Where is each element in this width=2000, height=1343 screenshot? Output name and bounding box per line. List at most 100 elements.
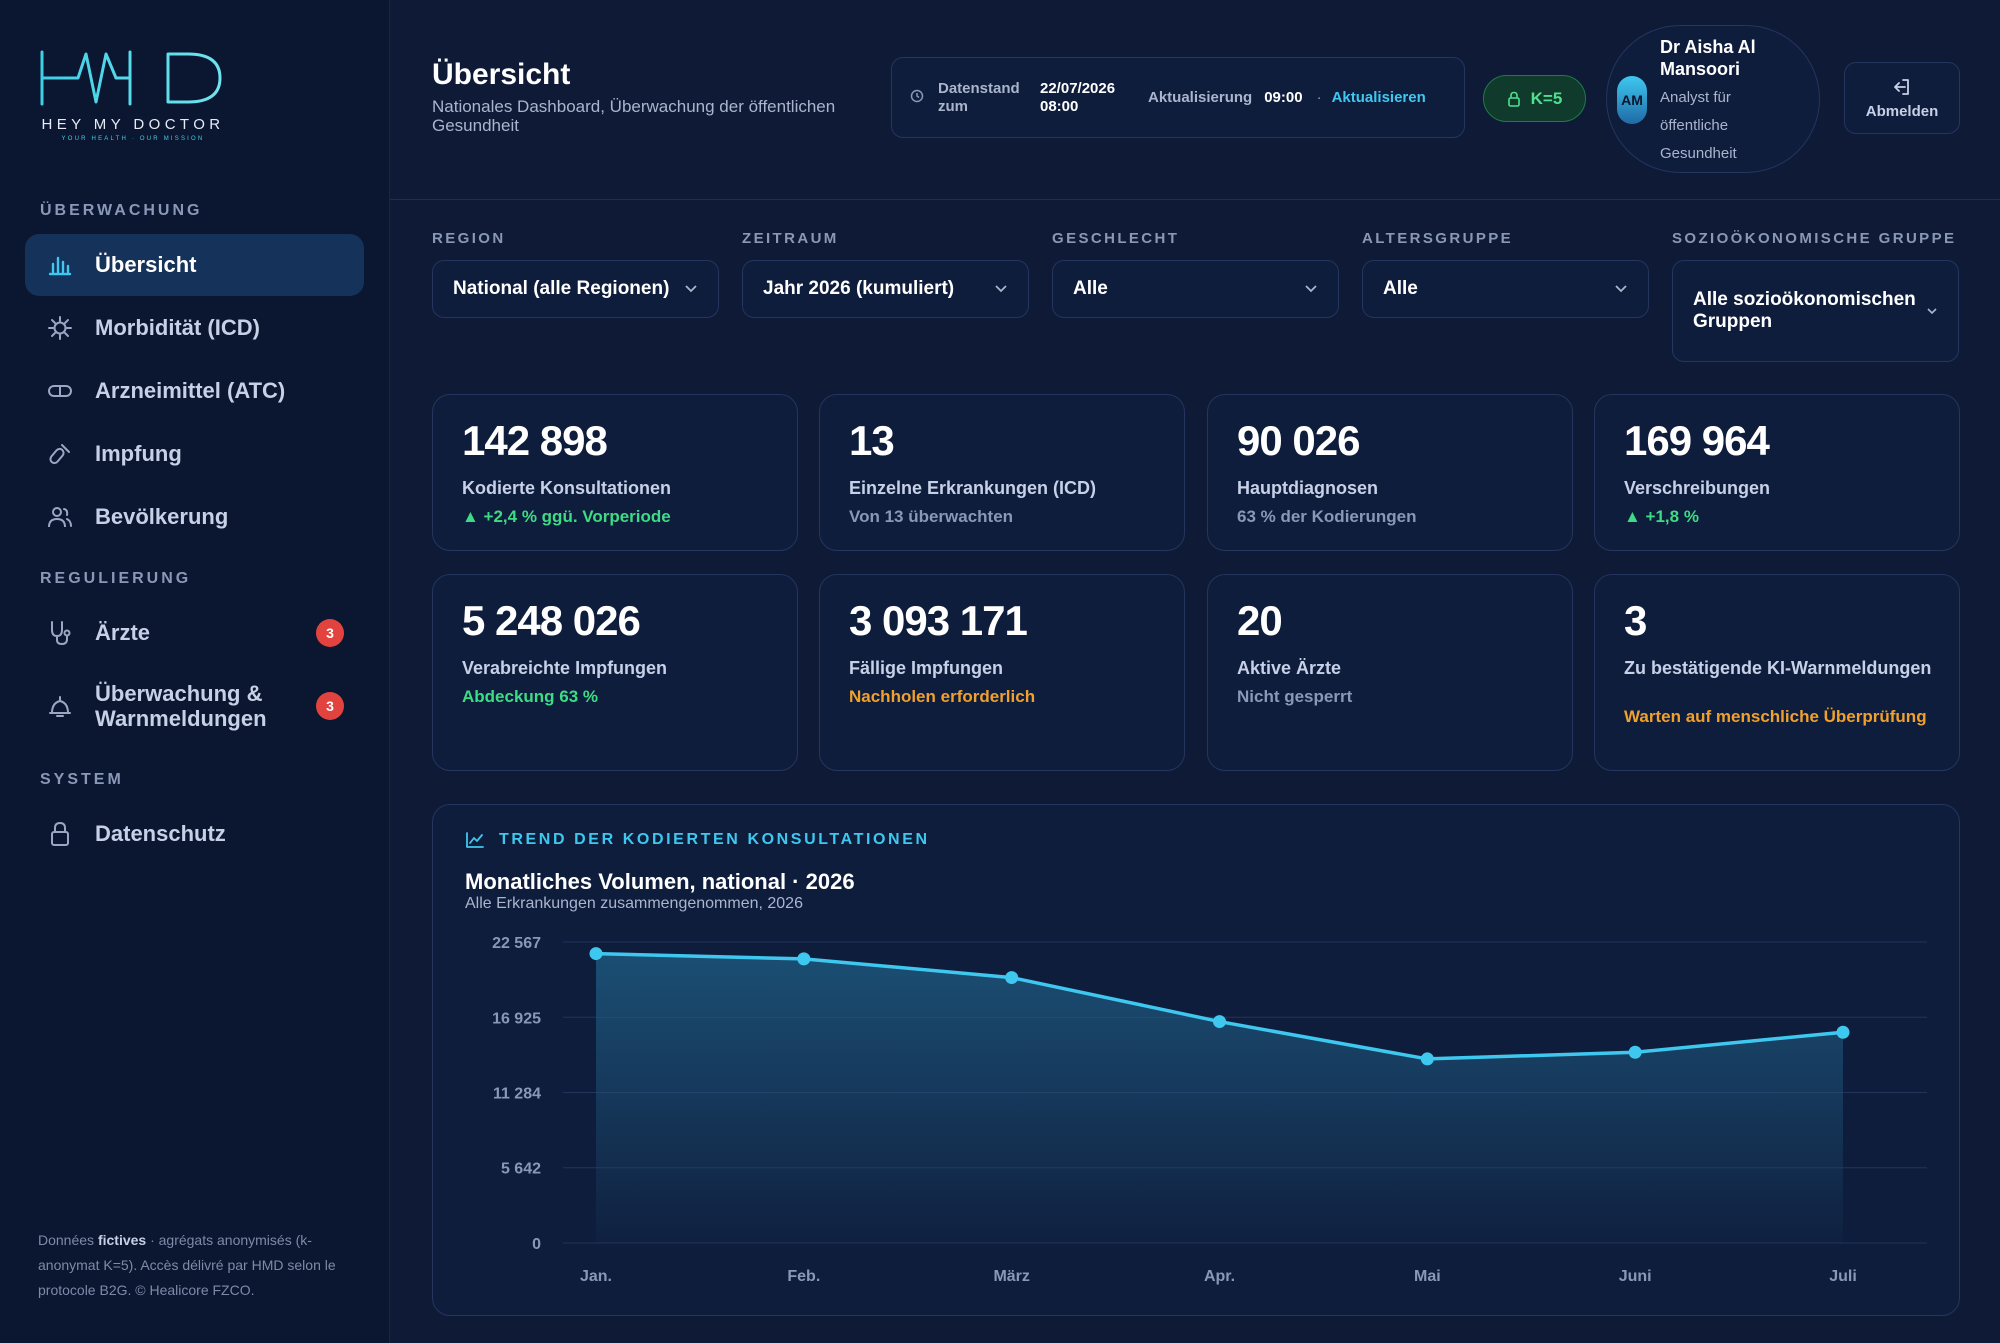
logout-button[interactable]: Abmelden (1844, 62, 1960, 134)
chart-subtitle: Alle Erkrankungen zusammengenommen, 2026 (465, 895, 803, 912)
filter-label-soziooekonomisch: SOZIOÖKONOMISCHE GRUPPE (1672, 230, 1957, 247)
update-time: 09:00 (1264, 89, 1303, 106)
gender-select[interactable]: Alle (1052, 260, 1339, 318)
virus-icon (47, 315, 73, 341)
kpi-card-aktive-aerzte: 20 Aktive Ärzte Nicht gesperrt (1207, 574, 1573, 771)
chart-kicker: TREND DER KODIERTEN KONSULTATIONEN (465, 831, 930, 849)
x-tick-label: Jan. (580, 1268, 612, 1285)
kpi-card-ki-warnmeldungen: 3 Zu bestätigende KI-Warnmeldungen Warte… (1594, 574, 1960, 771)
chevron-down-icon (994, 284, 1008, 294)
kpi-label: Hauptdiagnosen (1237, 478, 1379, 498)
kpi-label: Einzelne Erkrankungen (ICD) (849, 478, 1097, 498)
y-tick-label: 0 (532, 1236, 541, 1253)
brand-logo[interactable]: HEY MY DOCTOR YOUR HEALTH · OUR MISSION (38, 44, 228, 144)
age-group-select[interactable]: Alle (1362, 260, 1649, 318)
sidebar-item-aerzte[interactable]: Ärzte 3 (25, 602, 364, 664)
update-label: Aktualisierung (1148, 89, 1253, 106)
selected-value: Alle (1073, 278, 1108, 299)
sidebar-item-label: Arzneimittel (ATC) (95, 378, 286, 404)
chevron-down-icon (684, 284, 698, 294)
x-tick-label: Juni (1619, 1268, 1652, 1285)
nav-section-system: SYSTEM (40, 771, 124, 788)
chevron-down-icon (1304, 284, 1318, 294)
user-name: Dr Aisha Al Mansoori (1660, 37, 1756, 79)
pill-icon (47, 378, 73, 404)
kpi-value: 3 093 171 (849, 597, 1028, 644)
data-point (1836, 1025, 1850, 1039)
filter-label-zeitraum: ZEITRAUM (742, 230, 839, 247)
data-point (1420, 1052, 1434, 1066)
area-fill (596, 953, 1843, 1243)
users-icon (47, 504, 73, 530)
kpi-value: 169 964 (1624, 417, 1770, 464)
kpi-note: Abdeckung 63 % (462, 687, 599, 706)
kpi-label: Kodierte Konsultationen (462, 478, 672, 498)
logout-icon (1894, 78, 1909, 95)
sidebar-item-label: Übersicht (95, 252, 197, 278)
chart-title: Monatliches Volumen, national · 2026 (465, 869, 855, 894)
separator-dot: · (1316, 89, 1322, 106)
sidebar-item-warnmeldungen[interactable]: Überwachung & Warnmeldungen 3 (25, 666, 364, 746)
data-point (589, 947, 603, 961)
k-anonymity-badge: K=5 (1483, 75, 1586, 122)
sidebar-item-uebersicht[interactable]: Übersicht (25, 234, 364, 296)
bar-chart-icon (47, 252, 73, 278)
privacy-footnote: Données fictives · agrégats anonymisés (… (38, 1232, 336, 1298)
x-tick-label: März (993, 1268, 1029, 1285)
brand-tagline: YOUR HEALTH · OUR MISSION (61, 136, 205, 142)
kpi-label: Aktive Ärzte (1237, 658, 1342, 678)
user-profile[interactable]: AM Dr Aisha Al Mansoori Analyst für öffe… (1606, 25, 1820, 173)
notification-badge: 3 (316, 619, 344, 647)
region-select[interactable]: National (alle Regionen) (432, 260, 719, 318)
kpi-trend: ▲ +2,4 % ggü. Vorperiode (462, 507, 671, 526)
sidebar-item-datenschutz[interactable]: Datenschutz (25, 803, 364, 865)
kpi-value: 142 898 (462, 417, 608, 464)
sidebar-item-morbiditaet[interactable]: Morbidität (ICD) (25, 297, 364, 359)
brand-name: HEY MY DOCTOR (41, 116, 225, 133)
kpi-note: Nachholen erforderlich (849, 687, 1036, 706)
kpi-label: Verschreibungen (1624, 478, 1771, 498)
kpi-card-hauptdiagnosen: 90 026 Hauptdiagnosen 63 % der Kodierung… (1207, 394, 1573, 551)
y-tick-label: 5 642 (501, 1161, 541, 1178)
data-as-of-label: Datenstand zum (938, 79, 1020, 115)
kpi-card-erkrankungen: 13 Einzelne Erkrankungen (ICD) Von 13 üb… (819, 394, 1185, 551)
page-title: Übersicht (432, 58, 571, 91)
user-role: Analyst für öffentliche Gesundheit (1660, 89, 1737, 162)
kpi-note: 63 % der Kodierungen (1237, 507, 1417, 526)
kpi-note: Von 13 überwachten (849, 507, 1014, 526)
kpi-label: Zu bestätigende KI-Warnmeldungen (1624, 658, 1932, 678)
page-subtitle: Nationales Dashboard, Überwachung der öf… (432, 97, 836, 135)
kpi-note: Warten auf menschliche Überprüfung (1624, 707, 1927, 726)
kpi-value: 3 (1624, 597, 1647, 644)
filter-label-geschlecht: GESCHLECHT (1052, 230, 1180, 247)
period-select[interactable]: Jahr 2026 (kumuliert) (742, 260, 1029, 318)
chevron-down-icon (1926, 307, 1938, 315)
filter-label-altersgruppe: ALTERSGRUPPE (1362, 230, 1514, 247)
sidebar-item-impfung[interactable]: Impfung (25, 423, 364, 485)
data-point (797, 952, 811, 966)
clock-icon (910, 89, 924, 107)
refresh-link[interactable]: Aktualisieren (1331, 89, 1426, 106)
kpi-card-impfungen: 5 248 026 Verabreichte Impfungen Abdecku… (432, 574, 798, 771)
chart-kicker-text: TREND DER KODIERTEN KONSULTATIONEN (499, 831, 930, 848)
avatar: AM (1617, 76, 1647, 124)
x-tick-label: Feb. (787, 1268, 820, 1285)
kpi-value: 20 (1237, 597, 1283, 644)
sidebar: HEY MY DOCTOR YOUR HEALTH · OUR MISSION … (0, 0, 390, 1343)
socioeconomic-select[interactable]: Alle sozioökonomischen Gruppen (1672, 260, 1959, 362)
lock-icon (47, 821, 73, 847)
sidebar-item-arzneimittel[interactable]: Arzneimittel (ATC) (25, 360, 364, 422)
sidebar-item-label: Ärzte (95, 620, 151, 646)
bell-icon (47, 693, 73, 719)
data-as-of-value: 22/07/2026 08:00 (1040, 79, 1116, 115)
sidebar-item-label: Morbidität (ICD) (95, 315, 260, 341)
data-point (1005, 971, 1019, 985)
nav-section-regulierung: REGULIERUNG (40, 570, 192, 587)
kpi-card-verschreibungen: 169 964 Verschreibungen ▲ +1,8 % (1594, 394, 1960, 551)
y-tick-label: 11 284 (493, 1085, 541, 1102)
kpi-card-konsultationen: 142 898 Kodierte Konsultationen ▲ +2,4 %… (432, 394, 798, 551)
selected-value: Alle (1383, 278, 1418, 299)
kpi-value: 90 026 (1237, 417, 1360, 464)
logout-label: Abmelden (1865, 102, 1939, 120)
sidebar-item-bevoelkerung[interactable]: Bevölkerung (25, 486, 364, 548)
